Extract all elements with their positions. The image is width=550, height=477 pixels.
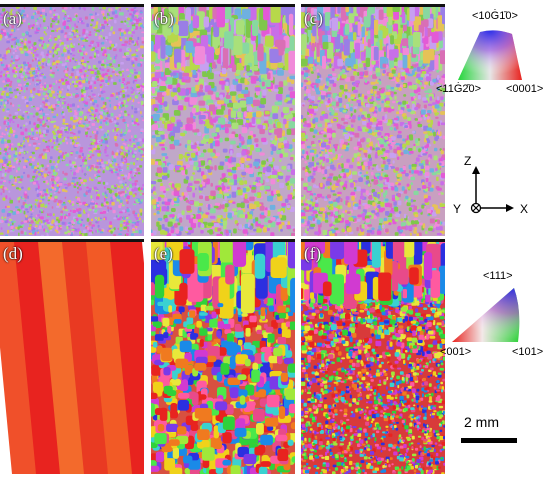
ebsd-map-e: (e) bbox=[151, 239, 295, 474]
axes-arrows bbox=[470, 166, 514, 214]
hcp-color-triangle bbox=[458, 30, 522, 80]
sample-axes: Z Y X bbox=[440, 150, 550, 230]
panel-label-d: (d) bbox=[3, 244, 23, 263]
hcp-legend-right: <0001> bbox=[506, 83, 544, 95]
axis-x-label: X bbox=[520, 202, 529, 216]
hcp-legend-top: <10Ġ1̄0> bbox=[472, 10, 518, 22]
panel-label-c: (c) bbox=[304, 9, 323, 28]
map-a-canvas bbox=[0, 7, 144, 236]
scale-bar bbox=[461, 438, 517, 443]
ebsd-map-b: (b) bbox=[151, 4, 295, 236]
ebsd-map-c: (c) bbox=[301, 4, 445, 236]
cubic-legend-top: <111> bbox=[483, 270, 513, 282]
hcp-ipf-legend: <10Ġ1̄0> <11Ġ2̄0> <0001> bbox=[436, 10, 550, 100]
hcp-legend-left: <11Ġ2̄0> bbox=[436, 83, 482, 95]
axis-z-label: Z bbox=[464, 154, 472, 168]
map-d-canvas bbox=[0, 242, 144, 474]
map-f-canvas bbox=[301, 242, 445, 474]
panel-label-f: (f) bbox=[304, 244, 321, 263]
panel-label-a: (a) bbox=[3, 9, 22, 28]
scale-bar-label: 2 mm bbox=[464, 414, 499, 430]
map-b-canvas bbox=[151, 7, 295, 236]
cubic-color-triangle bbox=[452, 288, 520, 342]
cubic-legend-right: <101> bbox=[512, 346, 544, 358]
ebsd-map-f: (f) bbox=[301, 239, 445, 474]
panel-label-b: (b) bbox=[154, 9, 174, 28]
cubic-ipf-legend: <111> <001> <101> bbox=[440, 270, 550, 365]
ebsd-map-d: (d) bbox=[0, 239, 144, 474]
map-c-canvas bbox=[301, 7, 445, 236]
map-e-canvas bbox=[151, 242, 295, 474]
ebsd-map-a: (a) bbox=[0, 4, 144, 236]
axis-y-label: Y bbox=[453, 202, 462, 216]
cubic-legend-left: <001> bbox=[440, 346, 472, 358]
panel-label-e: (e) bbox=[154, 244, 173, 263]
